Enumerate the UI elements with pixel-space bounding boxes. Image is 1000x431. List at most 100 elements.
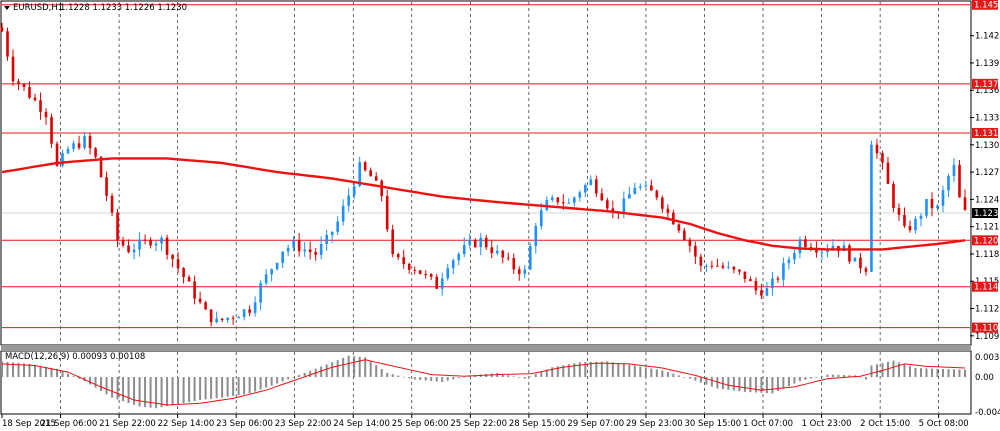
macd-bar [12, 362, 15, 378]
candle-body [132, 249, 136, 253]
macd-bar [408, 377, 411, 379]
macd-bar [232, 377, 235, 396]
macd-bar [633, 365, 636, 378]
candle-body [666, 208, 670, 213]
macd-bar [947, 369, 950, 378]
macd-bar [397, 375, 400, 378]
macd-bar [28, 363, 31, 378]
macd-bar [782, 377, 785, 389]
candle-body [215, 318, 218, 323]
candle-body [550, 197, 554, 200]
candle-body [347, 195, 350, 206]
level-label-box [972, 127, 998, 138]
macd-bar [287, 377, 290, 380]
candle-body [754, 281, 758, 291]
candle-body [154, 243, 158, 246]
candle-body [749, 279, 752, 282]
macd-bar [204, 377, 207, 400]
level-label-box [972, 235, 998, 246]
candle-body [683, 230, 686, 240]
candle-body [28, 86, 31, 98]
macd-bar [672, 373, 675, 378]
macd-bar [815, 377, 818, 378]
candle-body [303, 249, 306, 252]
macd-bar [776, 377, 779, 391]
candle-body [39, 100, 42, 112]
macd-bar [435, 377, 438, 382]
macd-bar [270, 377, 273, 386]
candle-body [209, 309, 213, 323]
macd-bar [391, 374, 394, 378]
macd-bar [787, 377, 790, 387]
macd-bar [380, 369, 383, 378]
dropdown-arrow-icon[interactable] [4, 6, 10, 10]
x-tick-label: 5 Oct 08:00 [919, 419, 969, 429]
x-tick-label: 29 Sep 23:00 [626, 419, 683, 429]
macd-bar [551, 367, 554, 378]
candle-body [55, 143, 59, 166]
macd-bar [820, 375, 823, 378]
macd-bar [23, 363, 26, 378]
candle-body [369, 170, 372, 177]
candle-body [187, 277, 191, 282]
y-tick-label: 1.1335 [975, 114, 1000, 124]
candle-body [418, 270, 422, 274]
macd-bar [463, 376, 466, 378]
level-labels: 1.1459 1.1372 1.1318 1.1200 1.1149 1.1104 1.12… [972, 0, 1000, 334]
macd-bar [226, 377, 229, 397]
candle-body [94, 148, 97, 157]
x-tick-label: 28 Sep 15:00 [509, 419, 566, 429]
candle-body [941, 190, 945, 206]
macd-bar [793, 377, 796, 384]
x-tick-label: 2 Oct 15:00 [860, 419, 910, 429]
candle-body [121, 240, 125, 246]
macd-bar [545, 369, 548, 378]
macd-bar [149, 377, 152, 408]
candle-body [407, 263, 411, 270]
candle-body [297, 240, 301, 252]
level-label-box [972, 322, 998, 333]
candle-body [743, 271, 747, 280]
candle-body [782, 263, 785, 280]
candle-body [572, 197, 576, 203]
ohlc-label: 1.1228 1.1233 1.1226 1.1230 [60, 3, 187, 13]
level-label: 1.1318 [974, 129, 1000, 139]
macd-bar [606, 361, 609, 378]
candle-body [281, 251, 284, 264]
candle-body [732, 266, 736, 270]
macd-bar [364, 357, 367, 378]
macd-bar [116, 377, 119, 400]
candle-body [738, 269, 741, 272]
candle-body [650, 185, 653, 191]
macd-bar [903, 364, 906, 378]
macd-bar [441, 377, 444, 382]
macd-bar [512, 376, 515, 378]
macd-bar [67, 373, 70, 378]
candle-body [528, 245, 532, 270]
x-tick-label: 1 Oct 23:00 [802, 419, 852, 429]
candle-body [275, 263, 279, 270]
x-tick-label: 18 Sep 2015 [2, 419, 56, 429]
candle-body [672, 212, 675, 225]
candle-body [875, 144, 879, 154]
macd-bar [248, 377, 251, 394]
macd-bar [369, 361, 372, 378]
candle-body [919, 215, 923, 219]
candle-body [77, 143, 81, 148]
candle-body [363, 162, 367, 171]
macd-bar [705, 377, 708, 385]
y-tick-label: 1.1425 [975, 32, 1000, 42]
moving-average-line [1, 157, 966, 251]
macd-bar [144, 377, 147, 408]
macd-bar [732, 377, 735, 391]
y-tick-label: 1.1185 [975, 250, 1000, 260]
candle-body [226, 317, 229, 320]
macd-bar [694, 377, 697, 381]
macd-bar [875, 364, 878, 378]
macd-bar [199, 377, 202, 401]
candle-body [793, 253, 796, 260]
macd-bar [331, 362, 334, 378]
